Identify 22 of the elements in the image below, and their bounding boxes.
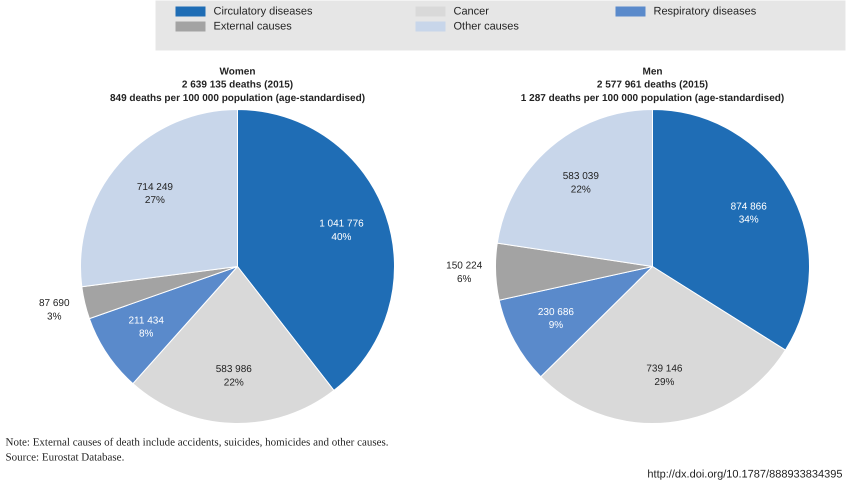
legend-label: Other causes	[454, 20, 520, 32]
text: http://dx.doi.org/10.1787/888933834395	[647, 468, 843, 480]
data-label: 714 249 27%	[136, 182, 174, 206]
data-label: 874 866 34%	[730, 201, 768, 226]
data-label: 583 039 22%	[562, 171, 600, 196]
data-label: 150 224 6%	[446, 260, 483, 285]
chart-subtitle: 2 577 961 deaths (2015) 1 287 deaths per 100 000 population (age-standardised)	[520, 80, 784, 104]
data-label: 211 434 8%	[128, 316, 164, 340]
legend-label: External causes	[214, 20, 292, 32]
source-note: Source: Eurostat Database.	[6, 452, 125, 464]
legend-label: Circulatory diseases	[214, 6, 314, 18]
text: 2 639 135 deaths (2015) 849 deaths per 100 000 population (age-standardised)	[110, 80, 366, 104]
chart-title: Men	[642, 66, 662, 78]
legend-label: Cancer	[454, 6, 490, 18]
data-label: 1 041 776 40%	[319, 218, 364, 243]
data-label: 583 986 22%	[216, 364, 252, 388]
data-label: 230 686 9%	[538, 306, 574, 332]
legend-label: Respiratory diseases	[654, 6, 757, 18]
data-label: 739 146 29%	[646, 364, 683, 388]
text: Note: External causes of death include accidents, suicides, homicides and other causes.	[6, 436, 389, 448]
data-label: 87 690 3%	[38, 298, 70, 322]
text: Women	[220, 66, 256, 78]
